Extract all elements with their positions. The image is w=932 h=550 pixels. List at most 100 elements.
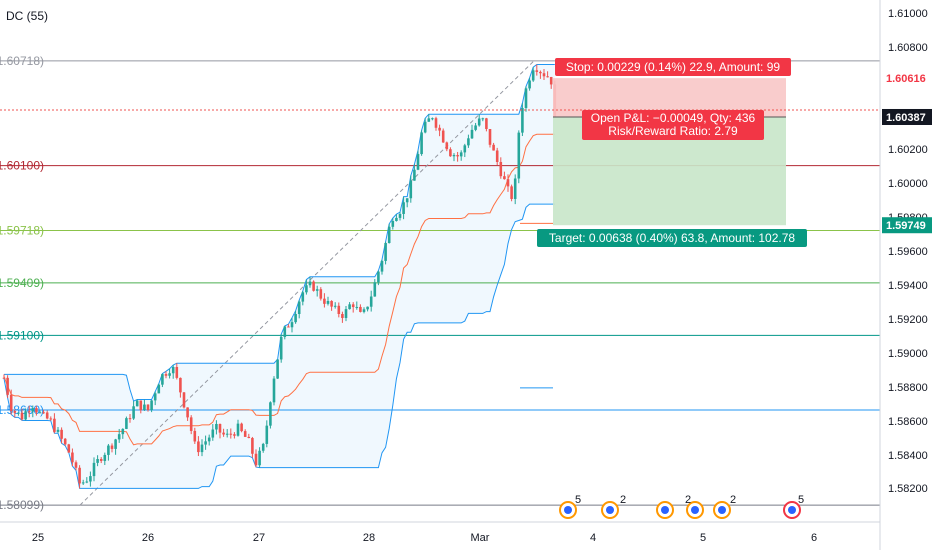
candle[interactable] bbox=[258, 447, 261, 468]
candle[interactable] bbox=[99, 457, 103, 464]
candle[interactable] bbox=[344, 305, 348, 322]
candle[interactable] bbox=[452, 153, 456, 162]
candle[interactable] bbox=[13, 409, 17, 418]
candle[interactable] bbox=[171, 364, 175, 379]
candle[interactable] bbox=[305, 279, 308, 295]
candle[interactable] bbox=[369, 290, 373, 312]
candle[interactable] bbox=[251, 436, 254, 458]
candle[interactable] bbox=[107, 443, 110, 461]
candle[interactable] bbox=[42, 409, 45, 414]
candle[interactable] bbox=[269, 401, 272, 429]
candle[interactable] bbox=[215, 420, 218, 435]
candle[interactable] bbox=[315, 285, 319, 297]
candle[interactable] bbox=[384, 241, 387, 265]
candle[interactable] bbox=[456, 151, 459, 162]
candle[interactable] bbox=[153, 391, 157, 406]
candle[interactable] bbox=[139, 400, 143, 414]
economic-event-marker[interactable] bbox=[656, 501, 674, 519]
candle[interactable] bbox=[114, 438, 117, 455]
candle[interactable] bbox=[78, 465, 81, 489]
candle[interactable] bbox=[409, 175, 413, 203]
candle[interactable] bbox=[420, 130, 423, 156]
candle[interactable] bbox=[81, 479, 85, 485]
candle[interactable] bbox=[103, 452, 107, 466]
candles[interactable] bbox=[2, 64, 557, 489]
candle[interactable] bbox=[341, 311, 344, 323]
candle[interactable] bbox=[96, 455, 99, 467]
event-markers[interactable]: 5 2 2 2 5 bbox=[559, 494, 804, 519]
candle[interactable] bbox=[506, 174, 510, 192]
candle[interactable] bbox=[225, 429, 229, 438]
candle[interactable] bbox=[157, 383, 161, 394]
candle[interactable] bbox=[9, 389, 13, 415]
candle[interactable] bbox=[542, 68, 546, 81]
candle[interactable] bbox=[135, 399, 139, 407]
candle[interactable] bbox=[348, 302, 351, 310]
candle[interactable] bbox=[24, 408, 27, 421]
economic-event-marker[interactable] bbox=[783, 501, 801, 519]
candle[interactable] bbox=[488, 128, 492, 148]
candle[interactable] bbox=[359, 304, 362, 313]
candle[interactable] bbox=[45, 410, 49, 420]
candle[interactable] bbox=[312, 280, 315, 292]
candle[interactable] bbox=[186, 407, 189, 421]
candle[interactable] bbox=[168, 368, 171, 379]
candle[interactable] bbox=[63, 437, 67, 446]
candle[interactable] bbox=[474, 122, 477, 132]
candle[interactable] bbox=[294, 310, 297, 324]
candle[interactable] bbox=[204, 435, 207, 450]
candle[interactable] bbox=[499, 157, 503, 179]
candle[interactable] bbox=[53, 413, 56, 434]
candle[interactable] bbox=[193, 427, 197, 444]
candle[interactable] bbox=[481, 117, 485, 122]
candle[interactable] bbox=[330, 300, 333, 311]
candle[interactable] bbox=[366, 306, 369, 312]
candle[interactable] bbox=[279, 334, 283, 363]
candle[interactable] bbox=[297, 300, 301, 319]
candle[interactable] bbox=[20, 408, 24, 421]
candle[interactable] bbox=[539, 70, 542, 79]
candle[interactable] bbox=[423, 118, 427, 134]
candle[interactable] bbox=[143, 399, 146, 412]
candle[interactable] bbox=[380, 259, 384, 275]
candle[interactable] bbox=[362, 307, 366, 314]
candle[interactable] bbox=[521, 103, 524, 137]
candle[interactable] bbox=[431, 117, 434, 121]
candle[interactable] bbox=[391, 218, 395, 230]
candle[interactable] bbox=[128, 413, 132, 423]
candle[interactable] bbox=[459, 150, 463, 161]
candle[interactable] bbox=[528, 77, 531, 91]
candle[interactable] bbox=[276, 359, 279, 379]
candle[interactable] bbox=[434, 116, 438, 131]
candle[interactable] bbox=[85, 477, 89, 484]
candle[interactable] bbox=[38, 410, 42, 414]
candle[interactable] bbox=[175, 363, 179, 380]
candle[interactable] bbox=[308, 276, 312, 288]
candle[interactable] bbox=[495, 147, 499, 166]
position-tool[interactable]: Stop: 0.00229 (0.14%) 22.9, Amount: 99 Op… bbox=[0, 58, 880, 247]
economic-event-marker[interactable] bbox=[713, 501, 731, 519]
candle[interactable] bbox=[355, 301, 359, 310]
candle[interactable] bbox=[197, 436, 200, 457]
candle[interactable] bbox=[179, 377, 182, 398]
target-label[interactable]: Target: 0.00638 (0.40%) 63.8, Amount: 10… bbox=[537, 229, 807, 247]
candle[interactable] bbox=[463, 143, 467, 158]
candle[interactable] bbox=[492, 142, 495, 151]
candle[interactable] bbox=[31, 405, 35, 418]
candle[interactable] bbox=[416, 150, 420, 171]
candle[interactable] bbox=[200, 439, 204, 457]
candle[interactable] bbox=[150, 400, 153, 413]
economic-event-marker[interactable] bbox=[559, 501, 577, 519]
candle[interactable] bbox=[74, 460, 78, 471]
candle[interactable] bbox=[510, 184, 513, 202]
candle[interactable] bbox=[146, 404, 150, 412]
candle[interactable] bbox=[121, 428, 125, 439]
candle[interactable] bbox=[517, 130, 521, 184]
candle[interactable] bbox=[513, 174, 517, 205]
candle[interactable] bbox=[449, 147, 452, 157]
candle[interactable] bbox=[413, 164, 416, 181]
candle[interactable] bbox=[161, 373, 164, 388]
candle[interactable] bbox=[240, 422, 243, 433]
candle[interactable] bbox=[373, 279, 377, 297]
